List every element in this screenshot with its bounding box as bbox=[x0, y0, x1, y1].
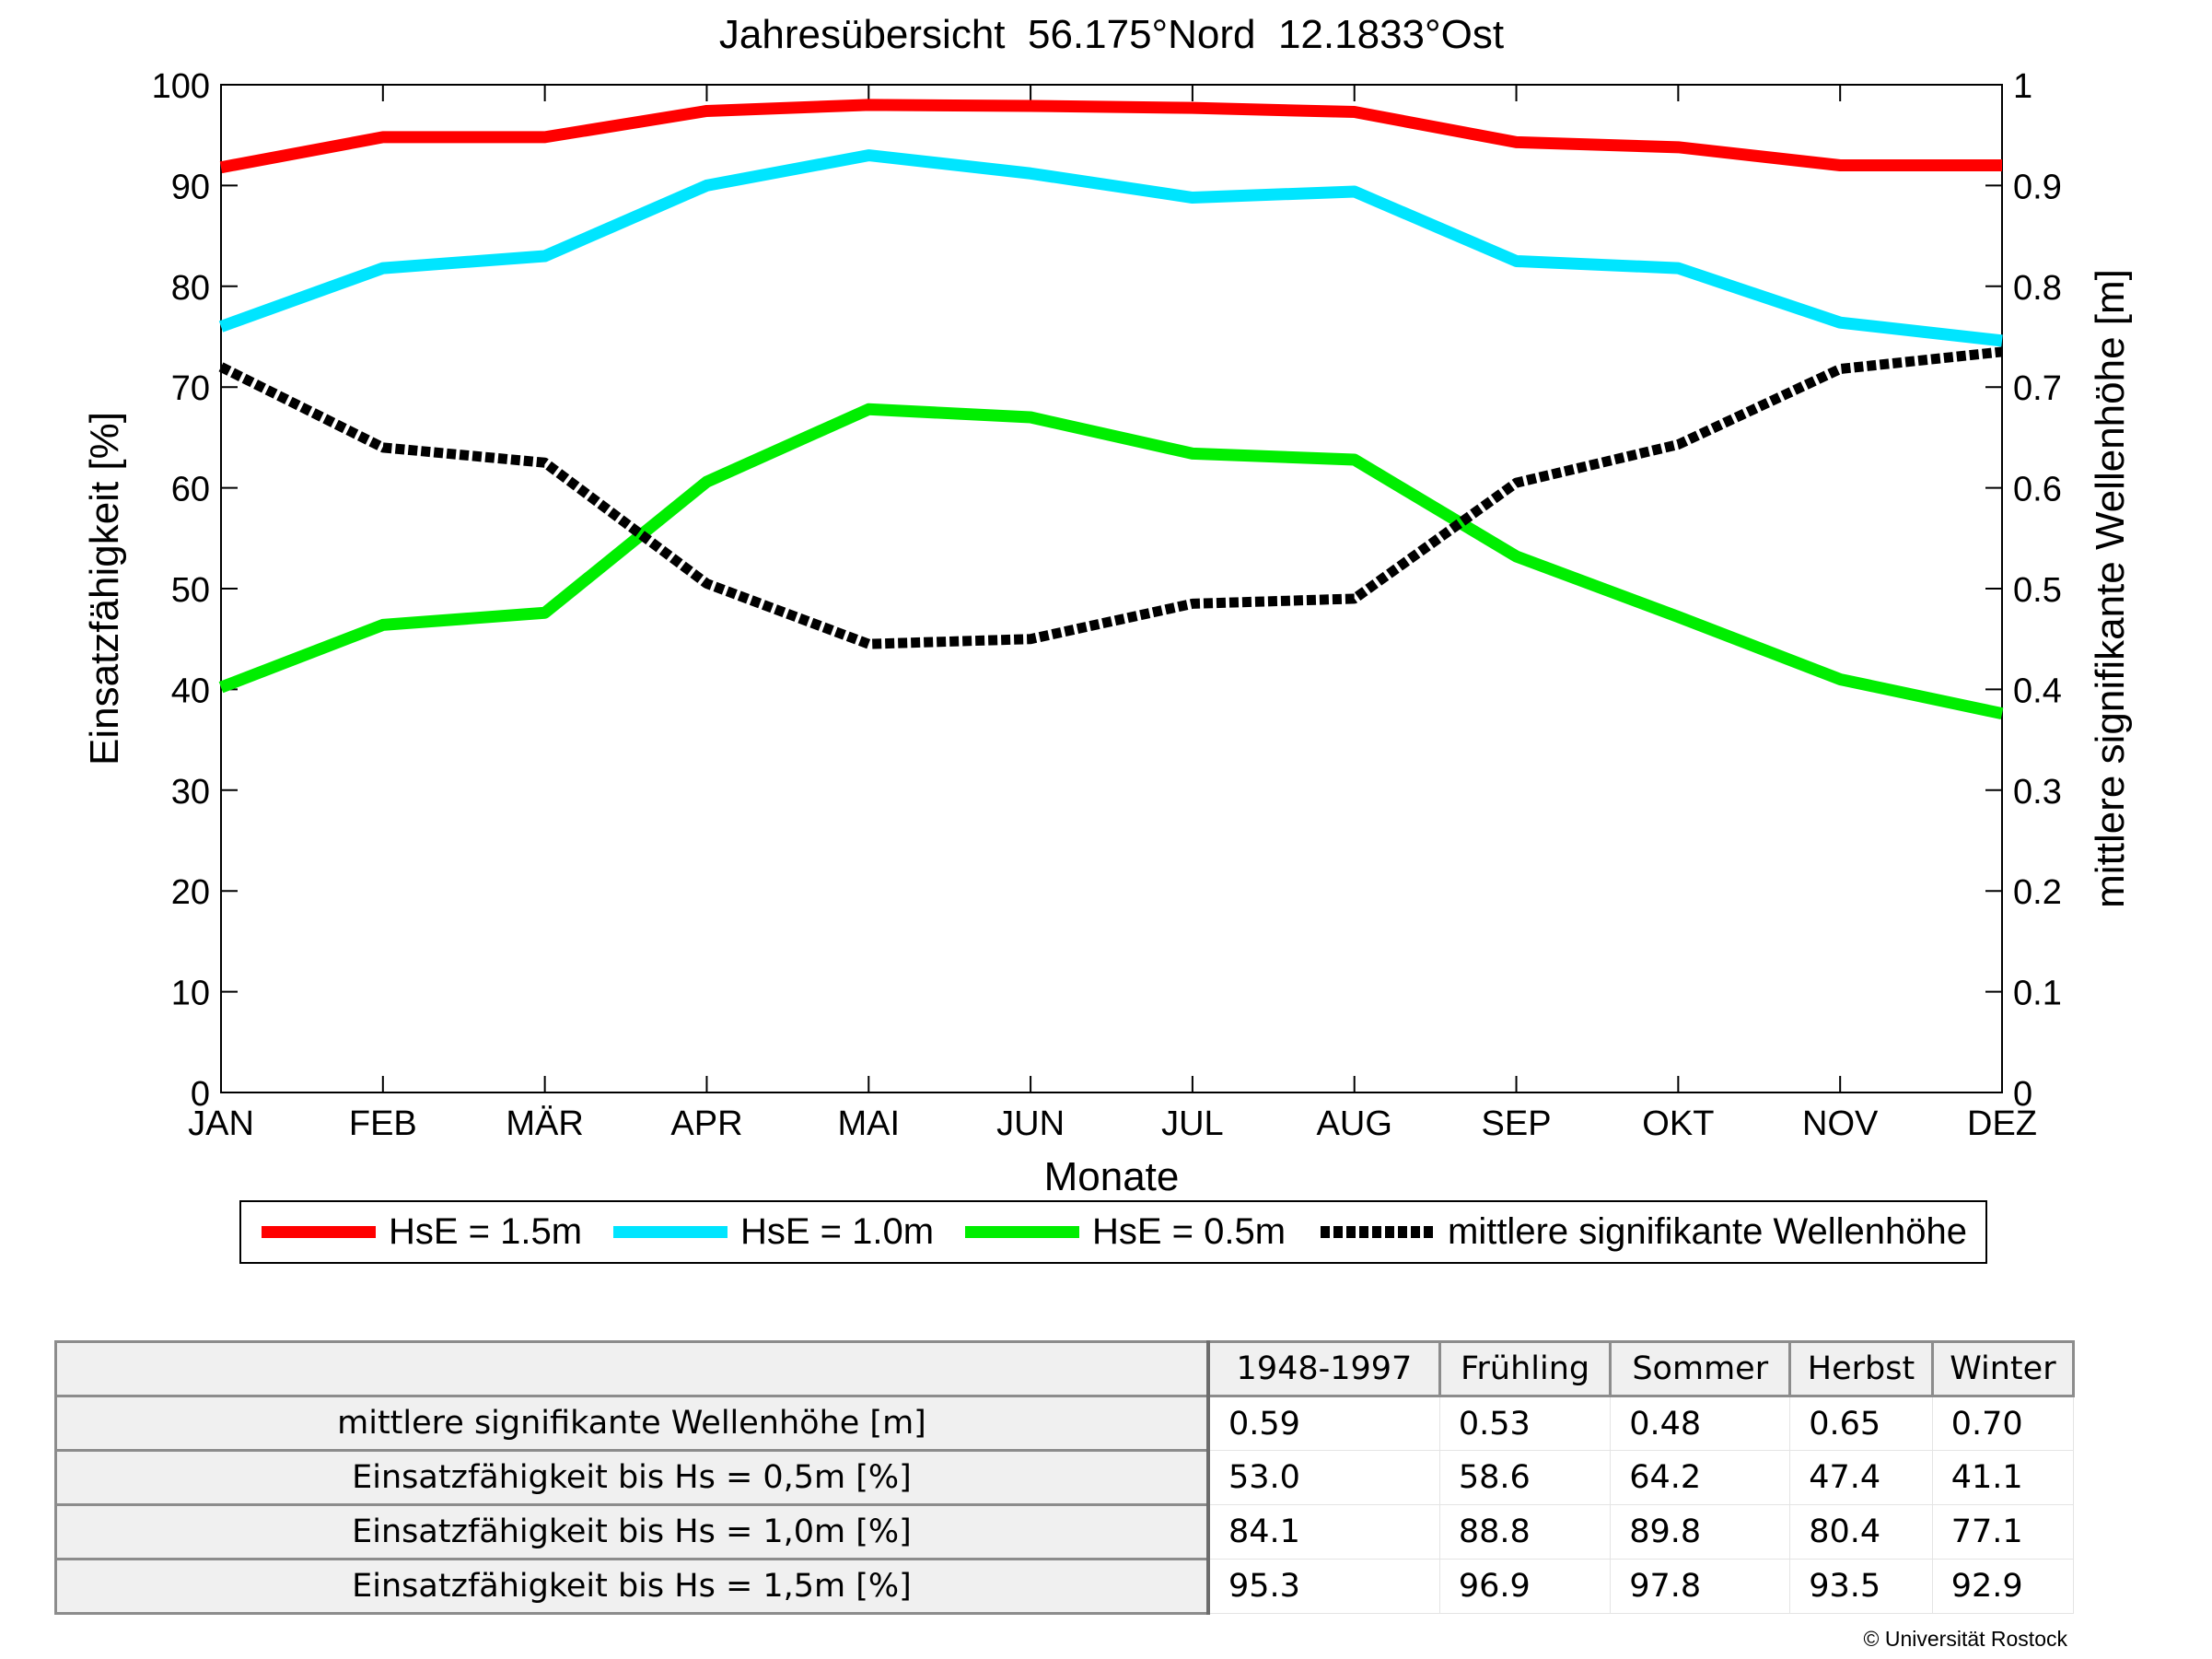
legend-item-wave-height: mittlere signifikante Wellenhöhe bbox=[1321, 1202, 1967, 1262]
y-tick-label: 50 bbox=[171, 571, 210, 610]
y-tick-label: 20 bbox=[171, 873, 210, 912]
row-label: Einsatzfähigkeit bis Hs = 1,5m [%] bbox=[54, 1558, 1210, 1615]
stats-table: 1948-1997 Frühling Sommer Herbst Winter … bbox=[54, 1340, 2076, 1615]
column-header: Frühling bbox=[1438, 1340, 1612, 1397]
column-header: Winter bbox=[1930, 1340, 2076, 1397]
legend-label: HsE = 1.5m bbox=[389, 1211, 583, 1252]
chart-title: Jahresübersicht 56.175°Nord 12.1833°Ost bbox=[719, 12, 1504, 57]
table-row: Einsatzfähigkeit bis Hs = 1,5m [%] 95.3 … bbox=[54, 1558, 2075, 1615]
row-label: mittlere signifikante Wellenhöhe [m] bbox=[54, 1395, 1210, 1452]
y2-tick-label: 0.7 bbox=[2013, 369, 2062, 408]
y-tick-label: 10 bbox=[171, 975, 210, 1013]
legend-label: mittlere signifikante Wellenhöhe bbox=[1448, 1211, 1968, 1252]
x-tick-label: AUG bbox=[1317, 1104, 1392, 1143]
row-label: Einsatzfähigkeit bis Hs = 0,5m [%] bbox=[54, 1449, 1210, 1506]
y-axis-label: Einsatzfähigkeit [%] bbox=[82, 412, 127, 765]
series-layer bbox=[218, 99, 2004, 720]
y-tick-label: 100 bbox=[152, 67, 210, 106]
table-cell: 93.5 bbox=[1789, 1559, 1933, 1614]
table-cell: 97.8 bbox=[1610, 1559, 1791, 1614]
y2-tick-label: 1 bbox=[2013, 67, 2032, 106]
x-tick-label: SEP bbox=[1482, 1104, 1552, 1143]
x-tick-label: NOV bbox=[1802, 1104, 1879, 1143]
legend-item-hse-1-5: HsE = 1.5m bbox=[262, 1202, 582, 1262]
x-tick-label: MÄR bbox=[506, 1104, 583, 1143]
column-header: Sommer bbox=[1609, 1340, 1792, 1397]
series-line-mittlere-signifikante-wellenh-he bbox=[218, 346, 2003, 649]
y2-tick-label: 0.5 bbox=[2013, 571, 2062, 610]
table-cell: 41.1 bbox=[1931, 1450, 2075, 1505]
copyright-notice: © Universität Rostock bbox=[1863, 1627, 2067, 1651]
y2-tick-label: 0.2 bbox=[2013, 873, 2062, 912]
y-tick-label: 90 bbox=[171, 168, 210, 206]
table-corner bbox=[54, 1340, 1210, 1397]
y2-tick-label: 0.4 bbox=[2013, 672, 2062, 710]
table-cell: 64.2 bbox=[1610, 1450, 1791, 1505]
table-row: mittlere signifikante Wellenhöhe [m] 0.5… bbox=[54, 1395, 2075, 1452]
table-cell: 58.6 bbox=[1438, 1450, 1612, 1505]
y2-tick-label: 0.8 bbox=[2013, 269, 2062, 308]
table-cell: 89.8 bbox=[1610, 1504, 1791, 1560]
y2-tick-label: 0.9 bbox=[2013, 168, 2062, 206]
table-cell: 96.9 bbox=[1438, 1559, 1612, 1614]
table-cell: 95.3 bbox=[1207, 1559, 1440, 1614]
y-tick-label: 80 bbox=[171, 269, 210, 308]
y2-tick-label: 0 bbox=[2013, 1075, 2032, 1114]
x-tick-label: OKT bbox=[1642, 1104, 1714, 1143]
x-tick-label: APR bbox=[670, 1104, 742, 1143]
table-cell: 88.8 bbox=[1438, 1504, 1612, 1560]
series-line-hse-1-0m bbox=[218, 149, 2003, 347]
table-cell: 77.1 bbox=[1931, 1504, 2075, 1560]
legend-swatch-green bbox=[965, 1226, 1079, 1238]
table-cell: 53.0 bbox=[1207, 1450, 1440, 1505]
x-tick-label: MAI bbox=[837, 1104, 900, 1143]
table-cell: 0.70 bbox=[1931, 1396, 2075, 1451]
legend: HsE = 1.5m HsE = 1.0m HsE = 0.5m mittler… bbox=[239, 1200, 1987, 1264]
table-cell: 47.4 bbox=[1789, 1450, 1933, 1505]
legend-label: HsE = 1.0m bbox=[740, 1211, 935, 1252]
legend-item-hse-1-0: HsE = 1.0m bbox=[613, 1202, 934, 1262]
table-cell: 80.4 bbox=[1789, 1504, 1933, 1560]
legend-swatch-dotted bbox=[1321, 1226, 1435, 1238]
series-line-hse-1-5m bbox=[219, 99, 2002, 174]
table-cell: 84.1 bbox=[1207, 1504, 1440, 1560]
plot-area bbox=[220, 84, 2003, 1093]
legend-swatch-cyan bbox=[613, 1226, 728, 1238]
table-cell: 0.53 bbox=[1438, 1396, 1612, 1451]
x-tick-label: JUL bbox=[1161, 1104, 1224, 1143]
y2-tick-label: 0.1 bbox=[2013, 975, 2062, 1013]
table-header-row: 1948-1997 Frühling Sommer Herbst Winter bbox=[54, 1340, 2076, 1397]
table-cell: 92.9 bbox=[1931, 1559, 2075, 1614]
x-tick-label: FEB bbox=[349, 1104, 417, 1143]
legend-label: HsE = 0.5m bbox=[1092, 1211, 1286, 1252]
column-header: Herbst bbox=[1788, 1340, 1934, 1397]
table-cell: 0.65 bbox=[1789, 1396, 1933, 1451]
y-tick-label: 70 bbox=[171, 369, 210, 408]
y-tick-label: 30 bbox=[171, 773, 210, 812]
table-row: Einsatzfähigkeit bis Hs = 0,5m [%] 53.0 … bbox=[54, 1449, 2075, 1506]
y2-tick-label: 0.6 bbox=[2013, 471, 2062, 509]
series-line-hse-0-5m bbox=[218, 403, 2004, 720]
chart: Jahresübersicht 56.175°Nord 12.1833°Ost … bbox=[82, 12, 2133, 1198]
table-row: Einsatzfähigkeit bis Hs = 1,0m [%] 84.1 … bbox=[54, 1503, 2075, 1560]
legend-item-hse-0-5: HsE = 0.5m bbox=[965, 1202, 1286, 1262]
table-cell: 0.48 bbox=[1610, 1396, 1791, 1451]
row-label: Einsatzfähigkeit bis Hs = 1,0m [%] bbox=[54, 1503, 1210, 1560]
x-tick-label: DEZ bbox=[1967, 1104, 2037, 1143]
table-cell: 0.59 bbox=[1207, 1396, 1440, 1451]
y-tick-label: 40 bbox=[171, 672, 210, 710]
y2-axis-label: mittlere signifikante Wellenhöhe [m] bbox=[2088, 269, 2133, 908]
y2-tick-label: 0.3 bbox=[2013, 773, 2062, 812]
x-tick-label: JAN bbox=[188, 1104, 254, 1143]
column-header: 1948-1997 bbox=[1206, 1340, 1441, 1397]
legend-swatch-red bbox=[262, 1226, 376, 1238]
y-tick-label: 60 bbox=[171, 471, 210, 509]
x-axis-label: Monate bbox=[1044, 1154, 1180, 1198]
x-tick-label: JUN bbox=[996, 1104, 1065, 1143]
y-tick-label: 0 bbox=[191, 1075, 210, 1114]
axes: 0 10 20 30 40 50 60 70 80 90 100 0 0.1 0.2 0.3 0.4 0.5 0.… bbox=[152, 67, 2062, 1143]
